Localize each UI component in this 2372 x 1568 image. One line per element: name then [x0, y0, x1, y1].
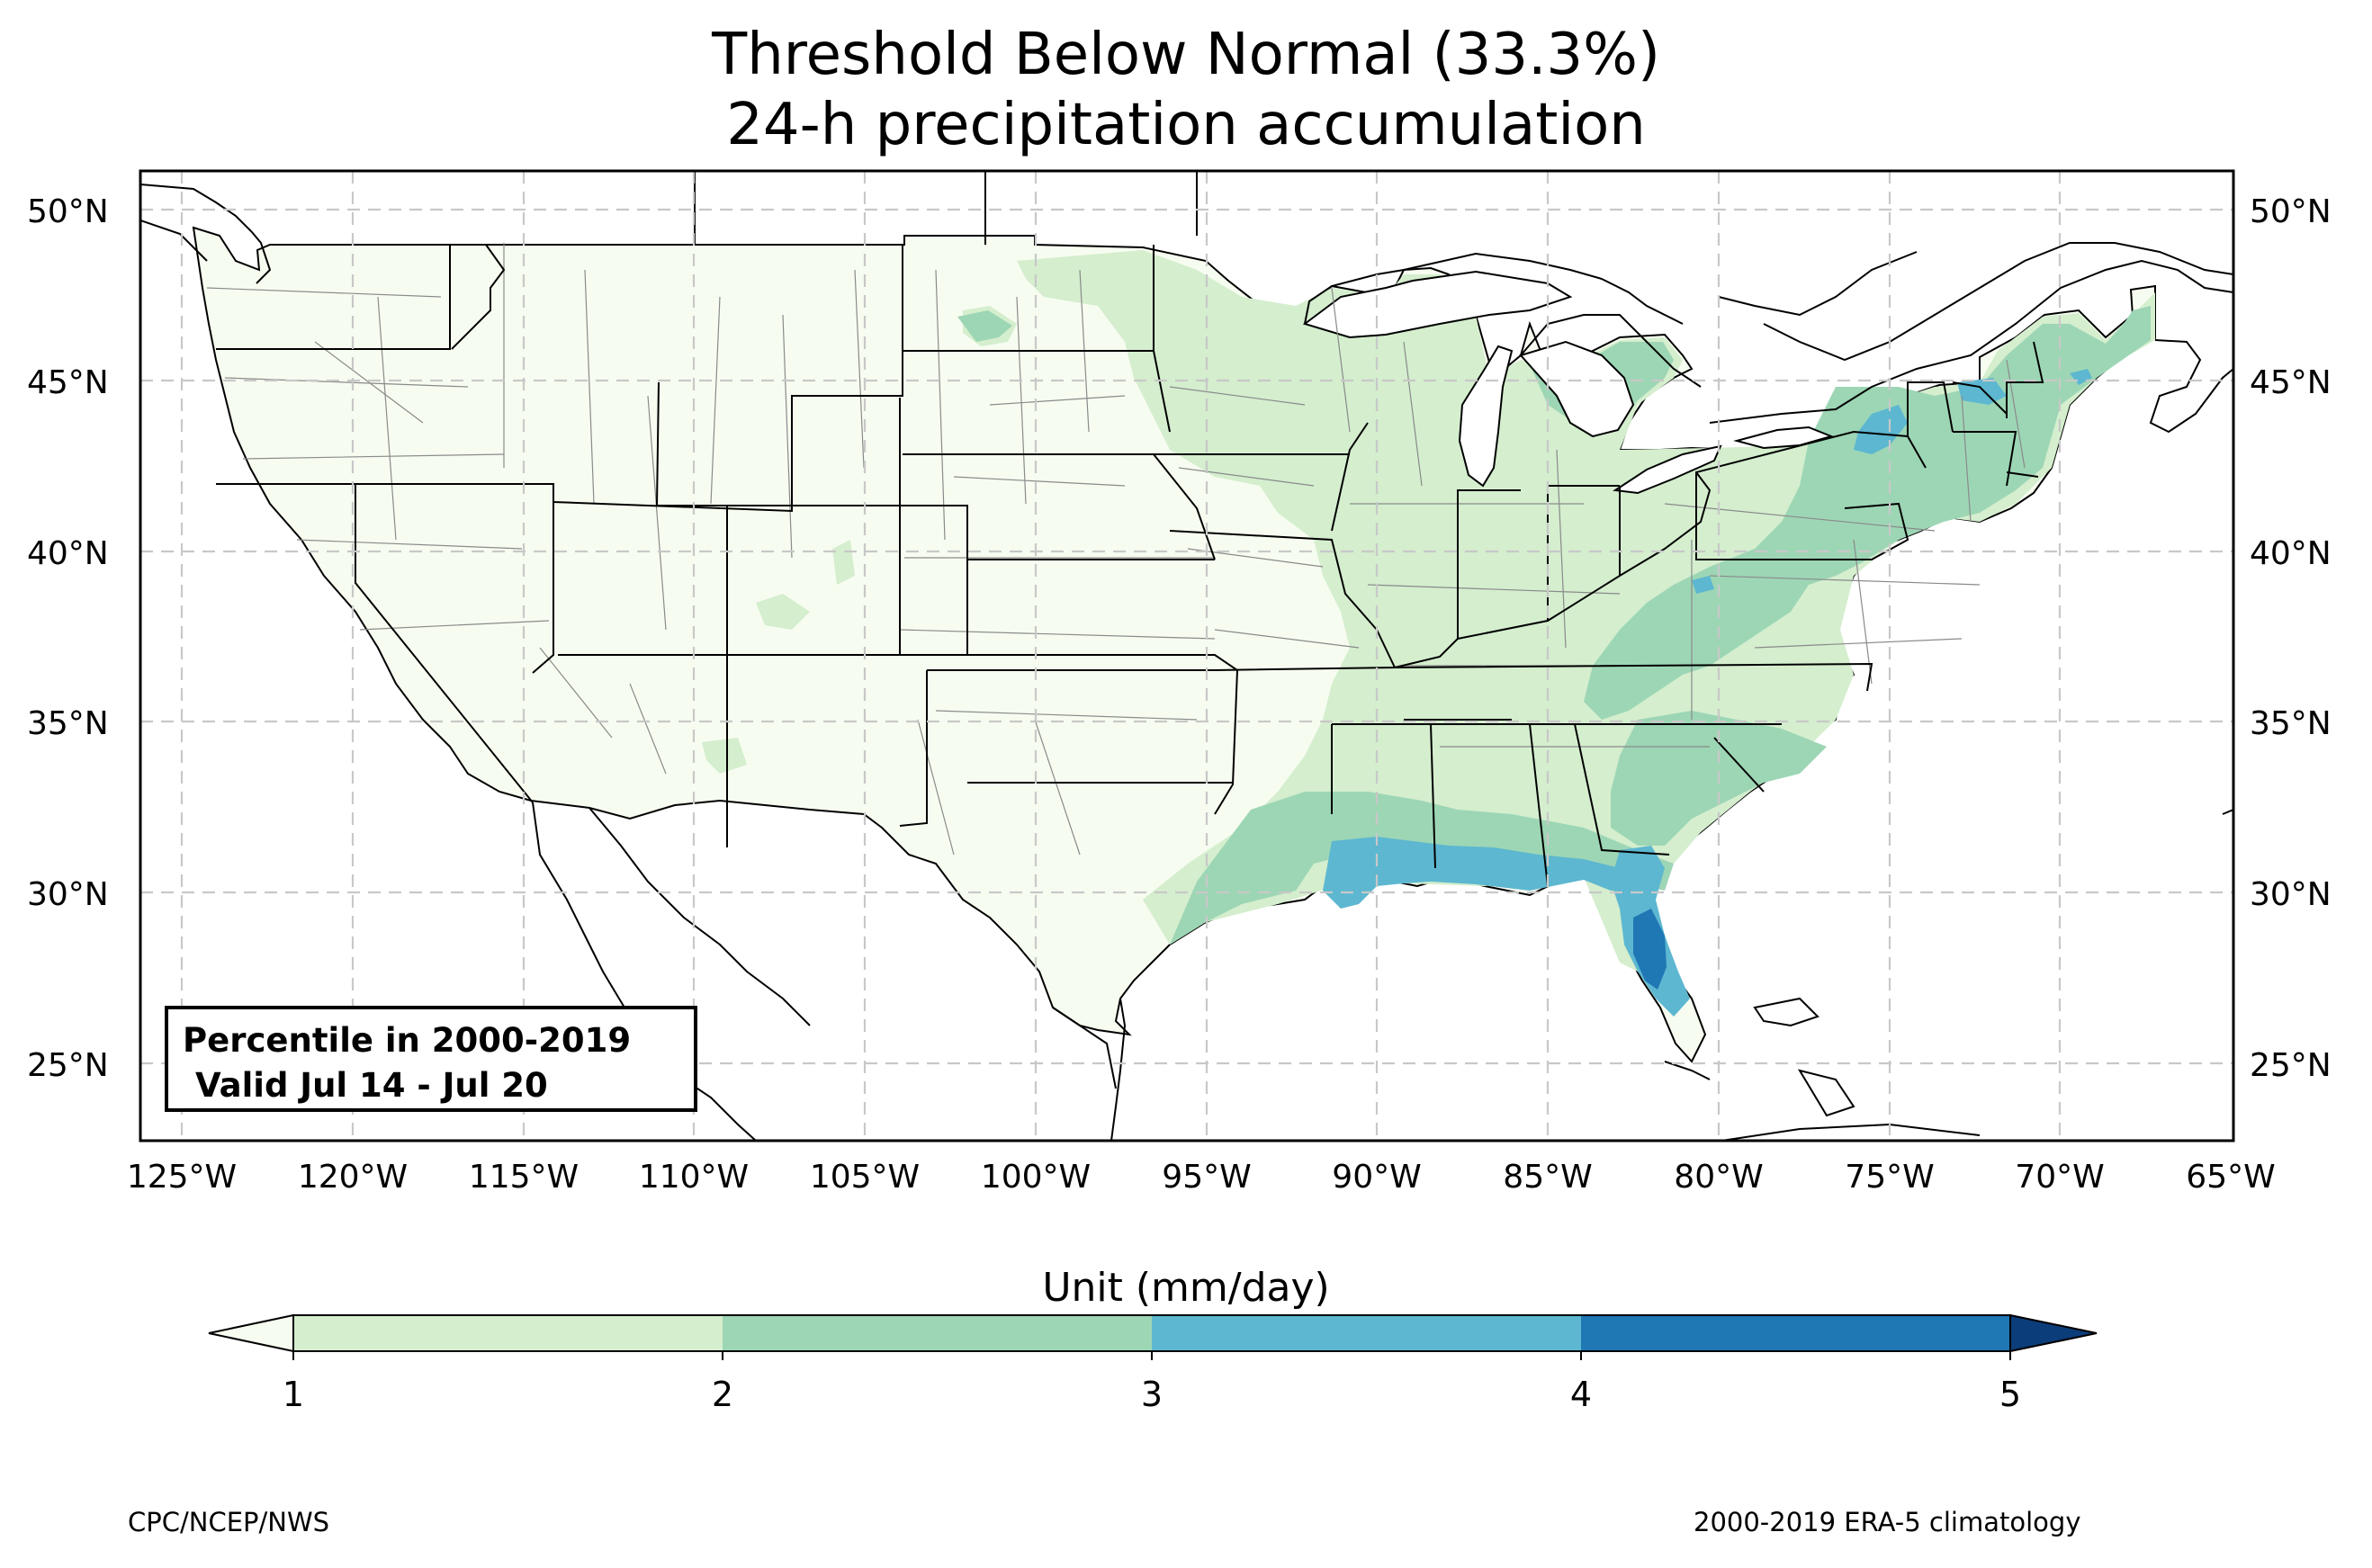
- outside-coastlines: [140, 171, 2233, 1141]
- lake-erie: [1613, 444, 1722, 495]
- lon-label: 80°W: [1674, 1159, 1763, 1196]
- lat-labels-right: 50°N 45°N 40°N 35°N 30°N 25°N: [2250, 193, 2332, 1084]
- lon-label: 85°W: [1503, 1159, 1592, 1196]
- info-line-valid: Valid Jul 14 - Jul 20: [195, 1066, 548, 1105]
- colorbar-title: Unit (mm/day): [1042, 1265, 1330, 1311]
- lake-michigan: [1458, 345, 1514, 488]
- lon-label: 70°W: [2015, 1159, 2104, 1196]
- map-content: [140, 171, 2233, 1141]
- county-lines: [206, 243, 2026, 856]
- lon-label: 110°W: [639, 1159, 749, 1196]
- lake-superior: [1302, 270, 1573, 339]
- lon-label: 100°W: [981, 1159, 1091, 1196]
- colorbar-segment: [1581, 1315, 2010, 1351]
- colorbar: [208, 1313, 2098, 1360]
- lat-label: 45°N: [27, 364, 109, 401]
- colorbar-tick-label: 2: [711, 1375, 734, 1414]
- colorbar-segment: [723, 1315, 1152, 1351]
- lon-label: 125°W: [127, 1159, 237, 1196]
- lat-label: 35°N: [2250, 705, 2332, 742]
- precip-class-4-5: [1633, 909, 1667, 990]
- lon-label: 95°W: [1162, 1159, 1251, 1196]
- colorbar-segment: [1152, 1315, 1581, 1351]
- footer-source: CPC/NCEP/NWS: [128, 1507, 330, 1537]
- lat-label: 35°N: [27, 705, 109, 742]
- lat-label: 25°N: [2250, 1047, 2332, 1084]
- lon-label: 90°W: [1332, 1159, 1421, 1196]
- state-borders: [216, 244, 2044, 887]
- map-subtitle: 24-h precipitation accumulation: [726, 92, 1646, 158]
- lon-label: 65°W: [2186, 1159, 2275, 1196]
- lon-label: 105°W: [810, 1159, 920, 1196]
- colorbar-under-arrow: [208, 1313, 294, 1353]
- lat-labels-left: 50°N 45°N 40°N 35°N 30°N 25°N: [27, 193, 109, 1084]
- lon-label: 115°W: [469, 1159, 579, 1196]
- lon-label: 75°W: [1845, 1159, 1934, 1196]
- great-lakes: [1302, 270, 1835, 495]
- colorbar-ticks: [292, 1351, 2011, 1360]
- lat-label: 45°N: [2250, 364, 2332, 401]
- lon-label: 120°W: [298, 1159, 408, 1196]
- info-line-period: Percentile in 2000-2019: [183, 1021, 632, 1060]
- colorbar-over-arrow: [2009, 1313, 2098, 1353]
- colorbar-tick-label: 1: [282, 1375, 305, 1414]
- lon-labels: 125°W 120°W 115°W 110°W 105°W 100°W 95°W…: [127, 1159, 2276, 1196]
- lat-label: 30°N: [27, 876, 109, 913]
- lat-label: 30°N: [2250, 876, 2332, 913]
- colorbar-tick-label: 3: [1140, 1375, 1164, 1414]
- footer-climatology: 2000-2019 ERA-5 climatology: [1694, 1507, 2081, 1537]
- colorbar-segments: [293, 1315, 2010, 1351]
- colorbar-tick-label: 5: [1999, 1375, 2022, 1414]
- map-frame: [139, 169, 2235, 1142]
- map-title: Threshold Below Normal (33.3%): [712, 22, 1660, 88]
- gridlines: [140, 171, 2233, 1141]
- colorbar-tick-label: 4: [1569, 1375, 1593, 1414]
- lat-label: 50°N: [2250, 193, 2332, 230]
- lat-label: 25°N: [27, 1047, 109, 1084]
- lake-huron: [1519, 340, 1635, 438]
- lat-label: 50°N: [27, 193, 109, 230]
- lat-label: 40°N: [2250, 535, 2332, 572]
- colorbar-segment: [293, 1315, 723, 1351]
- lat-label: 40°N: [27, 535, 109, 572]
- info-box: Percentile in 2000-2019 Valid Jul 14 - J…: [165, 1006, 697, 1112]
